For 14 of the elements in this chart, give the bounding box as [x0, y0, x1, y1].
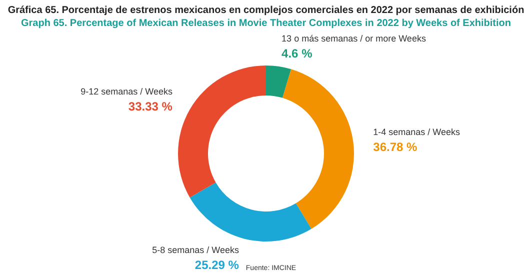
donut-slice — [190, 182, 312, 242]
slice-label: 1-4 semanas / Weeks — [373, 126, 461, 137]
slice-label: 5-8 semanas / Weeks — [152, 245, 240, 256]
donut-slice — [178, 66, 266, 198]
data-label: 36.78 % — [373, 140, 418, 154]
data-label: 33.33 % — [128, 99, 173, 114]
data-label: 25.29 % — [194, 258, 240, 272]
chart-title: Gráfica 65. Porcentaje de estrenos mexicanos en complejos comerciales en 2022 por semanas de exhibición — [8, 5, 524, 16]
donut-slice — [282, 69, 354, 229]
slice-label: 9-12 semanas / Weeks — [80, 86, 173, 96]
slice-label: 13 o más semanas / or more Weeks — [282, 34, 426, 44]
donut-slice — [266, 66, 292, 98]
data-label: 4.6 % — [282, 46, 313, 61]
chart-subtitle: Graph 65. Percentage of Mexican Releases in Movie Theater Complexes in 2022 by Weeks of Exhibition — [21, 18, 511, 29]
